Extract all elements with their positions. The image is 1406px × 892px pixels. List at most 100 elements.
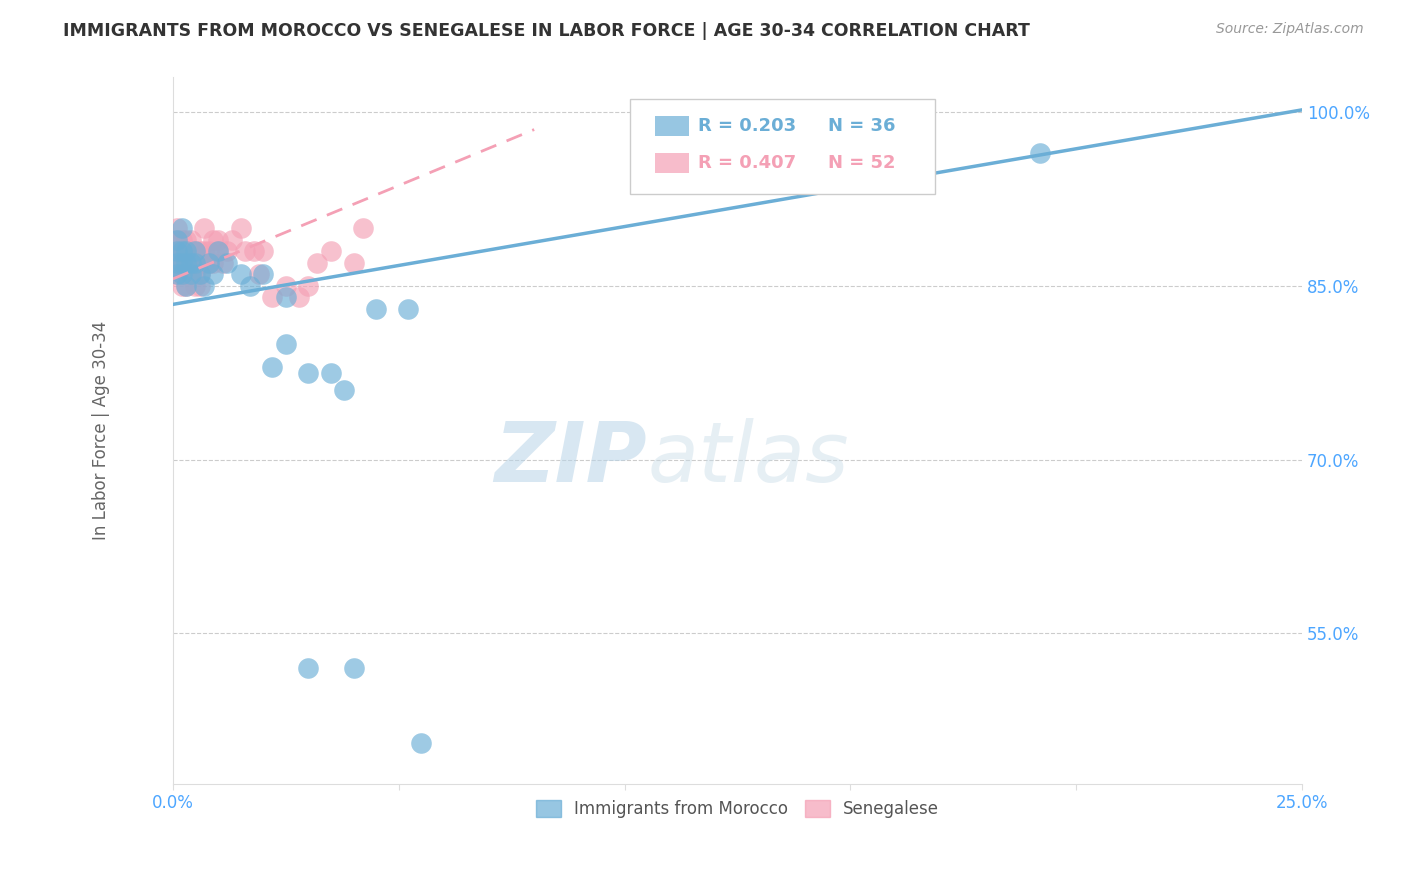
Point	[170, 267, 193, 281]
Point	[297, 278, 319, 293]
Text: Source: ZipAtlas.com: Source: ZipAtlas.com	[1216, 22, 1364, 37]
Point	[342, 256, 364, 270]
Point	[342, 661, 364, 675]
Text: R = 0.407: R = 0.407	[697, 154, 796, 172]
Point	[166, 244, 188, 259]
Point	[180, 233, 202, 247]
Point	[170, 267, 193, 281]
Point	[188, 267, 211, 281]
Point	[252, 267, 274, 281]
Point	[184, 278, 207, 293]
Point	[180, 267, 202, 281]
Point	[170, 233, 193, 247]
Point	[262, 359, 284, 374]
Point	[193, 221, 215, 235]
Text: IMMIGRANTS FROM MOROCCO VS SENEGALESE IN LABOR FORCE | AGE 30-34 CORRELATION CHA: IMMIGRANTS FROM MOROCCO VS SENEGALESE IN…	[63, 22, 1031, 40]
Point	[288, 290, 311, 304]
Point	[202, 256, 225, 270]
Point	[198, 256, 221, 270]
Point	[211, 256, 233, 270]
Point	[274, 290, 297, 304]
Point	[176, 278, 198, 293]
Point	[198, 256, 221, 270]
Legend: Immigrants from Morocco, Senegalese: Immigrants from Morocco, Senegalese	[529, 793, 946, 825]
Point	[202, 267, 225, 281]
Point	[180, 244, 202, 259]
Point	[364, 301, 387, 316]
Point	[319, 366, 342, 380]
Point	[262, 290, 284, 304]
Point	[166, 256, 188, 270]
Point	[166, 267, 188, 281]
Point	[170, 278, 193, 293]
FancyBboxPatch shape	[630, 99, 935, 194]
Point	[180, 256, 202, 270]
Point	[252, 244, 274, 259]
Point	[411, 736, 433, 750]
Point	[166, 256, 188, 270]
Text: atlas: atlas	[647, 418, 849, 500]
Point	[207, 244, 229, 259]
Point	[188, 256, 211, 270]
Point	[184, 256, 207, 270]
Point	[166, 221, 188, 235]
Point	[1029, 145, 1052, 160]
Point	[184, 244, 207, 259]
Point	[239, 278, 262, 293]
Point	[297, 366, 319, 380]
Point	[193, 278, 215, 293]
Point	[207, 244, 229, 259]
Text: N = 36: N = 36	[828, 117, 896, 136]
Point	[166, 267, 188, 281]
Point	[188, 244, 211, 259]
Point	[215, 244, 238, 259]
Point	[176, 244, 198, 259]
Text: N = 52: N = 52	[828, 154, 896, 172]
Point	[184, 244, 207, 259]
Point	[193, 244, 215, 259]
Point	[247, 267, 270, 281]
Point	[274, 336, 297, 351]
Point	[193, 256, 215, 270]
Point	[176, 256, 198, 270]
Point	[307, 256, 329, 270]
Point	[188, 267, 211, 281]
Point	[170, 244, 193, 259]
Point	[170, 256, 193, 270]
Point	[352, 221, 374, 235]
Point	[202, 233, 225, 247]
Point	[176, 267, 198, 281]
Point	[180, 256, 202, 270]
Point	[396, 301, 419, 316]
Point	[166, 244, 188, 259]
Point	[221, 233, 243, 247]
Point	[184, 256, 207, 270]
Point	[188, 278, 211, 293]
Point	[170, 256, 193, 270]
Point	[243, 244, 266, 259]
Point	[166, 233, 188, 247]
Point	[229, 221, 252, 235]
Point	[274, 278, 297, 293]
Point	[207, 233, 229, 247]
Point	[176, 256, 198, 270]
Point	[297, 661, 319, 675]
Point	[215, 256, 238, 270]
Point	[166, 233, 188, 247]
Point	[198, 244, 221, 259]
Point	[176, 244, 198, 259]
Point	[176, 233, 198, 247]
Point	[333, 383, 356, 397]
Point	[233, 244, 256, 259]
Y-axis label: In Labor Force | Age 30-34: In Labor Force | Age 30-34	[93, 321, 110, 541]
Point	[229, 267, 252, 281]
Point	[170, 244, 193, 259]
FancyBboxPatch shape	[655, 153, 689, 173]
Point	[184, 267, 207, 281]
FancyBboxPatch shape	[655, 116, 689, 136]
Point	[170, 221, 193, 235]
Point	[319, 244, 342, 259]
Text: ZIP: ZIP	[495, 418, 647, 500]
Text: R = 0.203: R = 0.203	[697, 117, 796, 136]
Point	[180, 267, 202, 281]
